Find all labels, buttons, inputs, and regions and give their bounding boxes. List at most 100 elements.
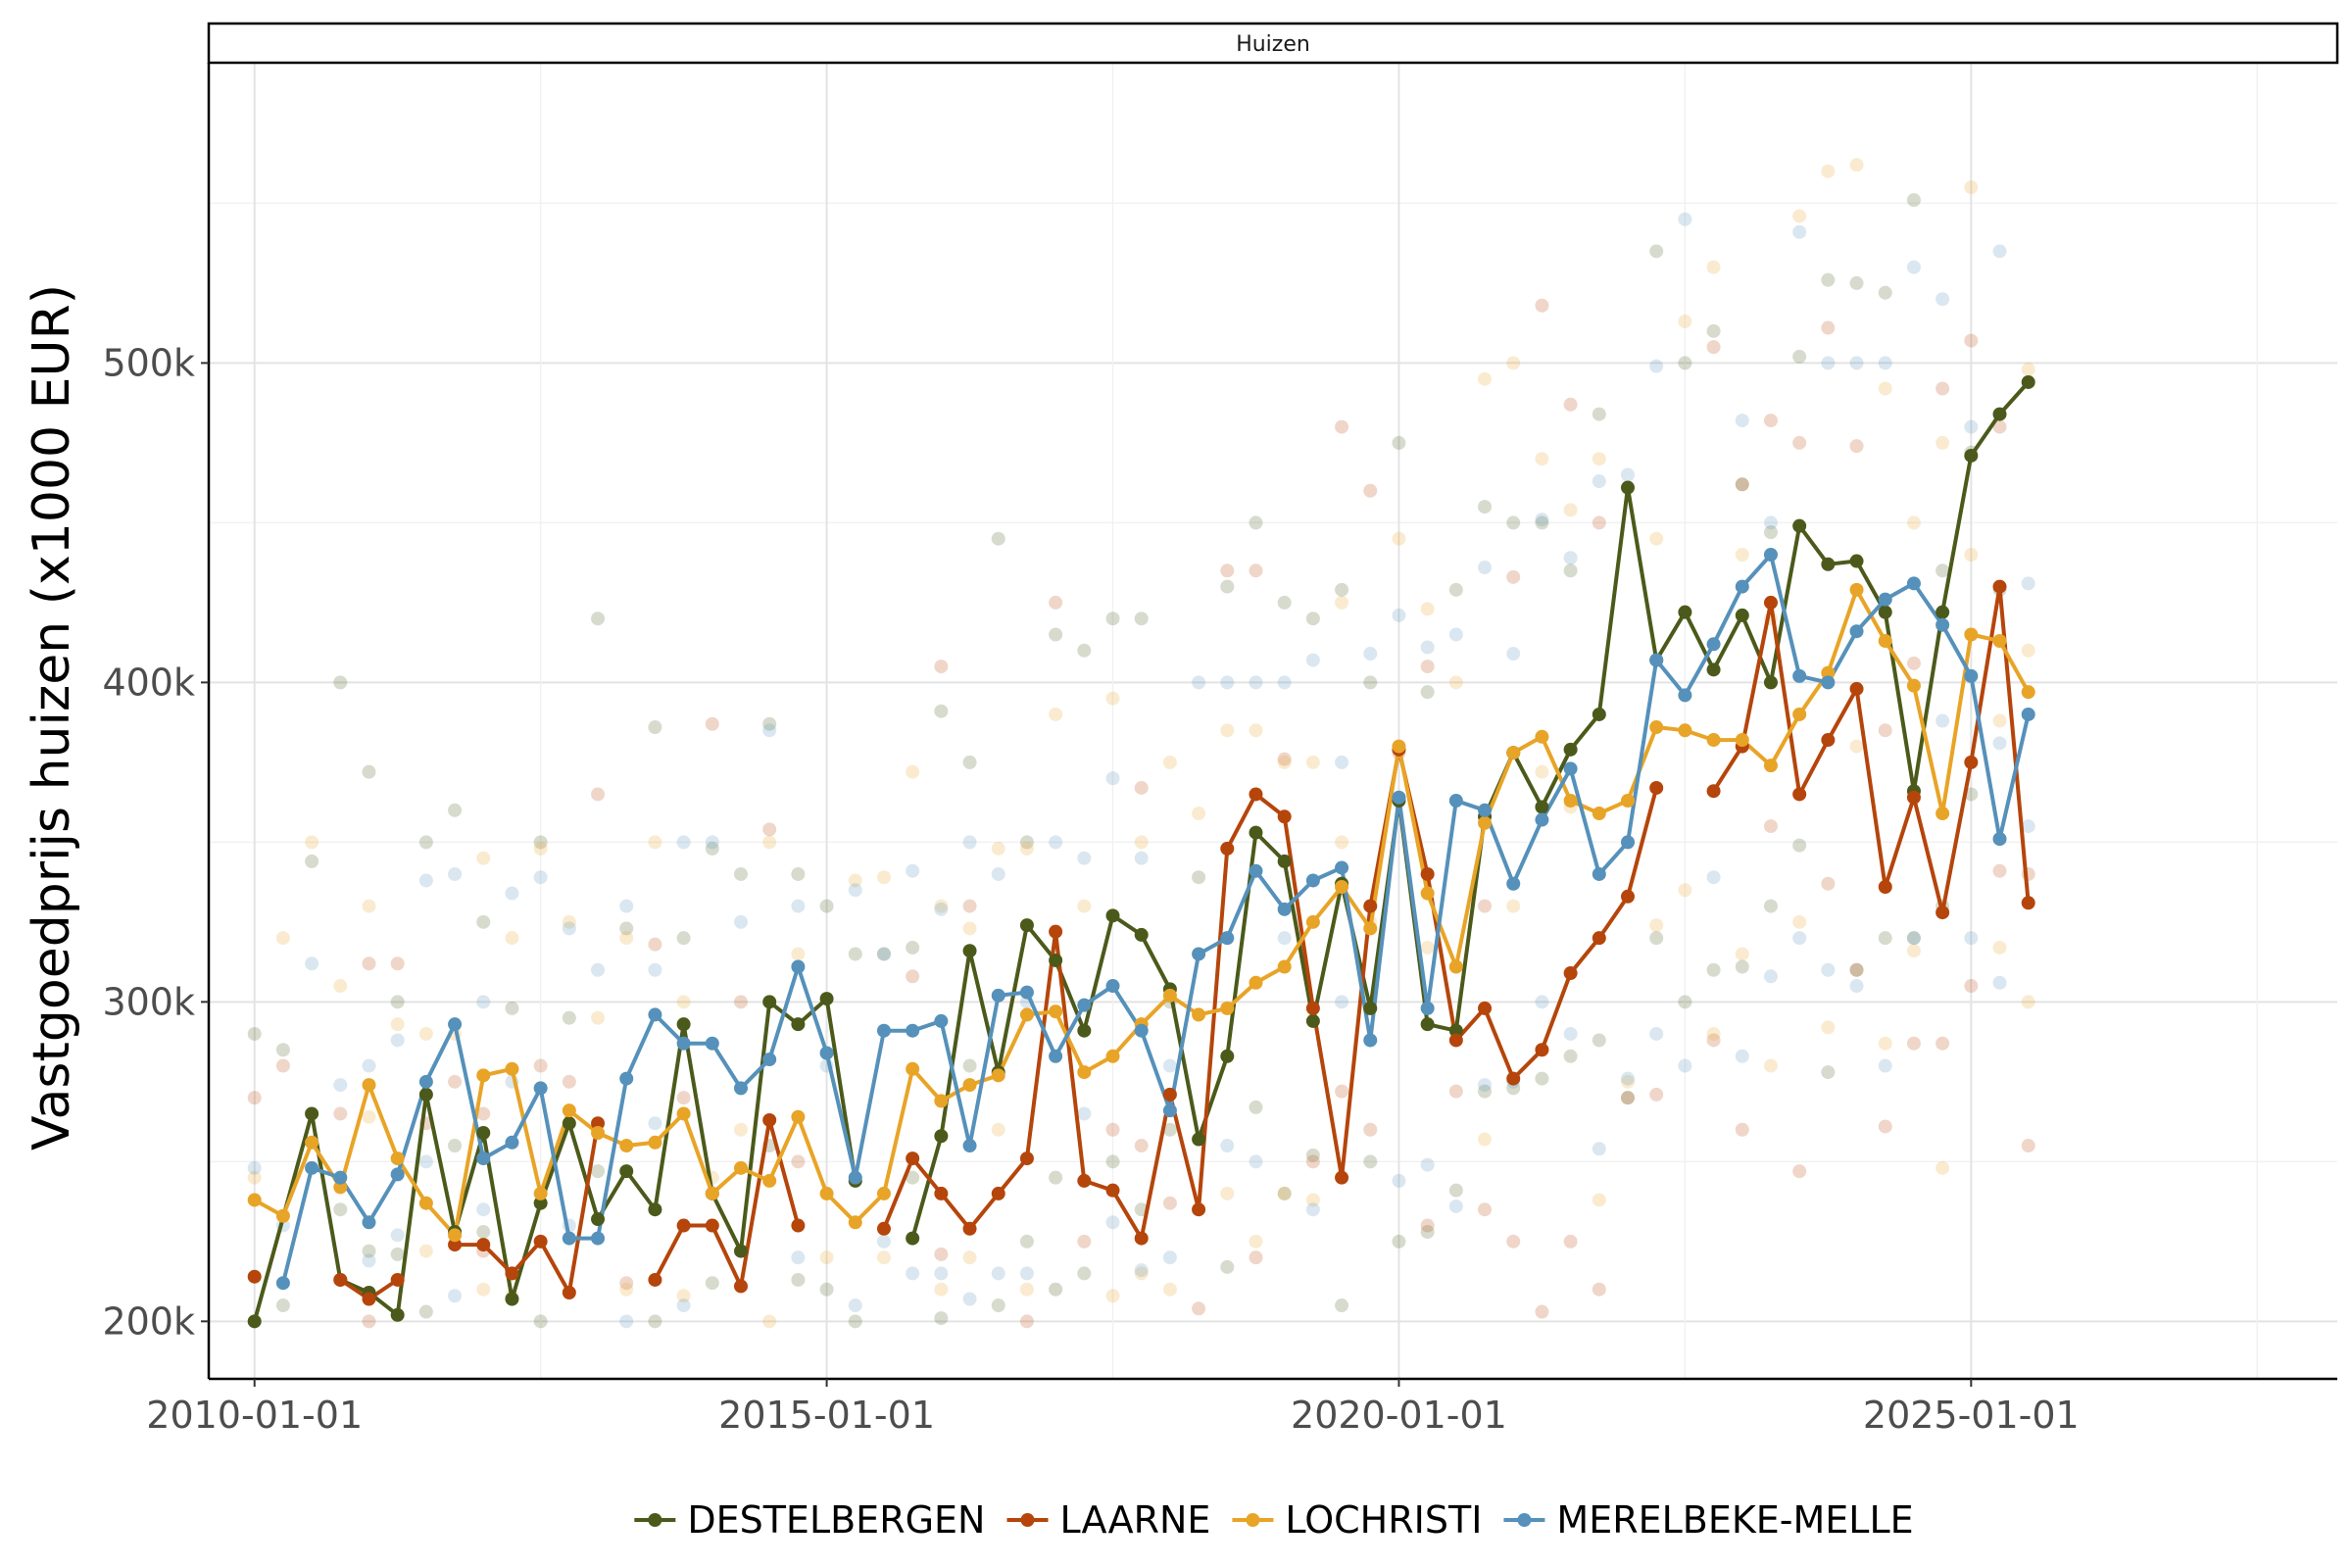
scatter-point-destelbergen xyxy=(1792,349,1807,364)
scatter-point-merelbeke-melle xyxy=(362,1058,376,1073)
data-point-merelbeke-melle xyxy=(906,1023,920,1038)
scatter-point-merelbeke-melle xyxy=(1821,962,1836,977)
scatter-point-merelbeke-melle xyxy=(1621,467,1635,482)
scatter-point-lochristi xyxy=(1936,1160,1950,1175)
scatter-point-destelbergen xyxy=(1162,1122,1177,1137)
scatter-point-laarne xyxy=(1735,1122,1749,1137)
data-point-laarne xyxy=(476,1238,491,1252)
scatter-point-destelbergen xyxy=(1535,1071,1549,1086)
scatter-point-laarne xyxy=(1134,780,1149,795)
scatter-point-laarne xyxy=(934,660,949,674)
data-point-lochristi xyxy=(762,1173,777,1188)
scatter-point-laarne xyxy=(1192,1301,1206,1316)
data-point-lochristi xyxy=(1735,733,1749,748)
data-point-merelbeke-melle xyxy=(1763,547,1778,562)
scatter-point-laarne xyxy=(1049,595,1063,610)
scatter-point-lochristi xyxy=(1906,944,1921,958)
scatter-point-lochristi xyxy=(876,870,891,885)
facet-strip: Huizen xyxy=(207,22,2339,65)
scatter-point-merelbeke-melle xyxy=(1478,561,1493,575)
panel-background xyxy=(209,63,2337,1379)
scatter-point-merelbeke-melle xyxy=(1077,1106,1092,1121)
scatter-point-destelbergen xyxy=(705,1276,719,1291)
data-point-destelbergen xyxy=(1105,908,1120,923)
data-point-merelbeke-melle xyxy=(1478,803,1493,817)
scatter-point-destelbergen xyxy=(1077,1266,1092,1281)
data-point-laarne xyxy=(791,1218,806,1233)
scatter-point-laarne xyxy=(934,1247,949,1261)
scatter-point-merelbeke-melle xyxy=(305,956,319,971)
scatter-point-lochristi xyxy=(619,931,634,946)
scatter-point-laarne xyxy=(1563,1234,1578,1249)
scatter-point-destelbergen xyxy=(991,531,1005,546)
scatter-point-laarne xyxy=(1220,564,1235,578)
data-point-laarne xyxy=(1621,889,1635,904)
data-point-laarne xyxy=(1878,880,1892,895)
data-point-merelbeke-melle xyxy=(591,1231,606,1246)
scatter-point-merelbeke-melle xyxy=(1535,513,1549,527)
data-point-laarne xyxy=(1992,579,2007,594)
scatter-point-lochristi xyxy=(762,835,777,850)
scatter-point-laarne xyxy=(1821,876,1836,891)
scatter-point-lochristi xyxy=(562,914,576,929)
scatter-point-lochristi xyxy=(1249,723,1263,738)
data-point-merelbeke-melle xyxy=(1105,979,1120,994)
data-point-merelbeke-melle xyxy=(333,1170,348,1185)
data-point-laarne xyxy=(906,1152,920,1166)
scatter-point-merelbeke-melle xyxy=(333,1078,348,1093)
data-point-destelbergen xyxy=(1849,554,1864,568)
scatter-point-merelbeke-melle xyxy=(1448,1199,1463,1213)
scatter-point-merelbeke-melle xyxy=(1019,1266,1034,1281)
grid-lines xyxy=(209,63,2337,1379)
data-point-destelbergen xyxy=(1563,742,1578,757)
scatter-point-lochristi xyxy=(1305,755,1320,769)
scatter-point-laarne xyxy=(1506,1234,1521,1249)
scatter-point-lochristi xyxy=(418,1244,433,1258)
scatter-point-laarne xyxy=(1363,1122,1378,1137)
data-point-laarne xyxy=(1821,733,1836,748)
scatter-point-merelbeke-melle xyxy=(1763,515,1778,530)
scatter-point-merelbeke-melle xyxy=(1392,1173,1406,1188)
scatter-point-laarne xyxy=(1535,1304,1549,1319)
data-point-merelbeke-melle xyxy=(1649,653,1664,667)
scatter-point-laarne xyxy=(247,1091,262,1105)
scatter-point-lochristi xyxy=(533,841,548,856)
scatter-point-lochristi xyxy=(962,921,977,936)
scatter-point-merelbeke-melle xyxy=(390,1228,405,1243)
scatter-point-merelbeke-melle xyxy=(648,1116,662,1131)
scatter-point-destelbergen xyxy=(1535,515,1549,530)
data-point-lochristi xyxy=(448,1228,463,1243)
data-point-lochristi xyxy=(1649,720,1664,735)
scatter-point-destelbergen xyxy=(1906,193,1921,208)
scatter-point-destelbergen xyxy=(591,612,606,626)
scatter-point-merelbeke-melle xyxy=(1277,931,1292,946)
data-point-laarne xyxy=(1305,1001,1320,1015)
scatter-point-destelbergen xyxy=(1277,1186,1292,1200)
scatter-point-laarne xyxy=(1305,1154,1320,1169)
data-point-lochristi xyxy=(1964,627,1979,642)
scatter-point-laarne xyxy=(591,787,606,802)
data-point-destelbergen xyxy=(1019,918,1034,933)
scatter-point-laarne xyxy=(1592,1282,1606,1297)
scatter-point-lochristi xyxy=(1478,1132,1493,1147)
scatter-point-laarne xyxy=(1249,564,1263,578)
data-point-lochristi xyxy=(934,1094,949,1108)
data-point-lochristi xyxy=(1936,807,1950,821)
scatter-point-destelbergen xyxy=(1506,1081,1521,1096)
data-point-laarne xyxy=(1763,595,1778,610)
legend-label: LAARNE xyxy=(1059,1498,1210,1542)
scatter-point-destelbergen xyxy=(1878,285,1892,300)
data-point-merelbeke-melle xyxy=(1706,637,1721,652)
scatter-point-destelbergen xyxy=(1763,525,1778,540)
data-point-laarne xyxy=(1363,899,1378,913)
scatter-point-merelbeke-melle xyxy=(1448,627,1463,642)
scatter-point-lochristi xyxy=(362,1109,376,1124)
scatter-point-lochristi xyxy=(1162,755,1177,769)
scatter-point-merelbeke-melle xyxy=(1936,292,1950,307)
data-point-lochristi xyxy=(648,1135,662,1150)
data-point-merelbeke-melle xyxy=(1535,812,1549,827)
scatter-point-lochristi xyxy=(1592,1193,1606,1207)
data-point-laarne xyxy=(591,1116,606,1131)
scatter-point-lochristi xyxy=(1335,835,1349,850)
